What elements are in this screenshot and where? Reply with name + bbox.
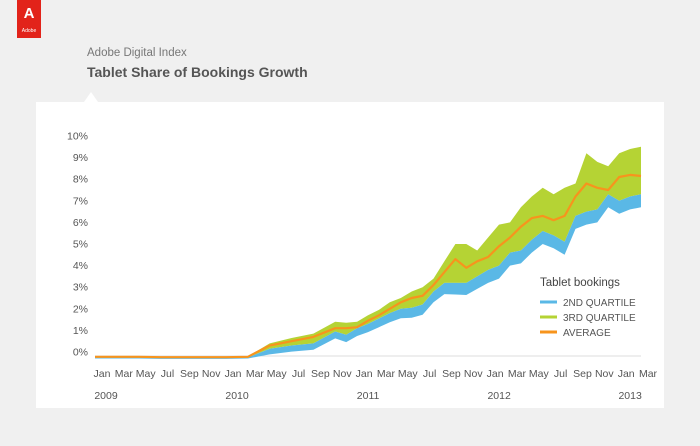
x-tick-label: Mar — [246, 368, 265, 380]
y-tick-label: 6% — [73, 217, 88, 229]
x-tick-label: Mar — [508, 368, 527, 380]
series-line-average — [95, 173, 642, 359]
x-tick-label: Jul — [423, 368, 436, 380]
card-pointer — [84, 92, 98, 102]
x-year-label: 2010 — [225, 390, 249, 402]
x-tick-label: Nov — [595, 368, 614, 380]
y-tick-label: 0% — [73, 347, 88, 359]
x-tick-label: Mar — [377, 368, 396, 380]
x-tick-label: Nov — [333, 368, 352, 380]
x-tick-label: May — [398, 368, 419, 380]
y-tick-label: 10% — [67, 131, 88, 143]
x-tick-label: Jan — [225, 368, 242, 380]
y-tick-label: 7% — [73, 195, 88, 207]
header-subtitle: Adobe Digital Index — [87, 47, 187, 59]
y-tick-label: 1% — [73, 325, 88, 337]
y-tick-label: 3% — [73, 282, 88, 294]
x-year-label: 2011 — [357, 390, 380, 402]
x-tick-label: Jan — [94, 368, 111, 380]
y-tick-label: 8% — [73, 174, 88, 186]
x-tick-label: Mar — [639, 368, 658, 380]
adobe-logo-mark: A — [23, 5, 35, 22]
x-tick-label: Nov — [464, 368, 483, 380]
x-tick-label: Sep — [311, 368, 330, 380]
x-tick-label: May — [267, 368, 288, 380]
x-tick-label: Jan — [487, 368, 504, 380]
y-tick-label: 2% — [73, 303, 88, 315]
x-tick-label: Jan — [356, 368, 373, 380]
series-area-3rd-quartile — [95, 146, 641, 358]
x-tick-label: Jul — [292, 368, 305, 380]
x-tick-label: Sep — [442, 368, 461, 380]
x-tick-label: Jan — [618, 368, 635, 380]
y-tick-label: 5% — [73, 239, 88, 251]
chart-title: Tablet Share of Bookings Growth — [87, 64, 308, 80]
legend-label: 2ND QUARTILE — [563, 298, 636, 309]
y-tick-label: 9% — [73, 152, 88, 164]
x-tick-label: Nov — [202, 368, 221, 380]
x-year-label: 2013 — [618, 390, 642, 402]
x-tick-label: Sep — [180, 368, 199, 380]
x-tick-label: Jul — [161, 368, 174, 380]
legend-title: Tablet bookings — [540, 277, 620, 289]
legend-label: 3RD QUARTILE — [563, 313, 636, 324]
x-tick-label: Jul — [554, 368, 567, 380]
adobe-logo: A Adobe — [17, 0, 41, 38]
x-tick-label: Mar — [115, 368, 134, 380]
y-tick-label: 4% — [73, 260, 88, 272]
x-year-label: 2009 — [94, 390, 118, 402]
x-tick-label: May — [529, 368, 550, 380]
x-tick-label: May — [136, 368, 157, 380]
series-area-2nd-quartile — [95, 194, 641, 359]
adobe-logo-text: Adobe — [21, 28, 37, 34]
x-tick-label: Sep — [573, 368, 592, 380]
legend-label: AVERAGE — [563, 328, 611, 339]
x-year-label: 2012 — [487, 390, 511, 402]
